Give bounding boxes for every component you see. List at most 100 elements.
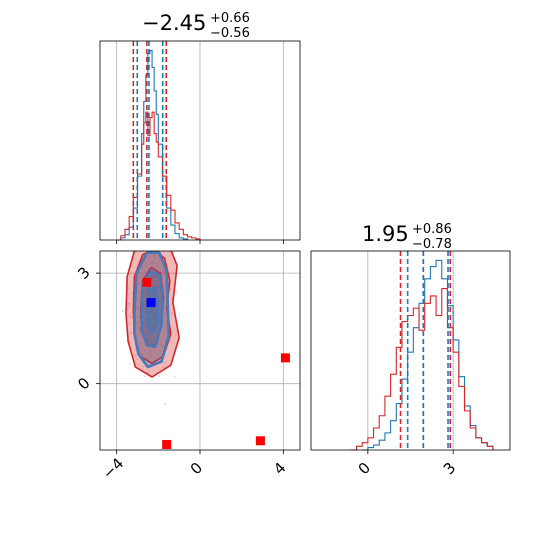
histogram-series_b — [350, 288, 494, 451]
sample-dot — [156, 249, 158, 251]
sample-dot — [152, 275, 155, 277]
sample-dot — [153, 266, 156, 269]
joint-y-tick-label-1: 3 — [74, 263, 93, 282]
sample-dot — [164, 362, 166, 364]
sample-dot — [137, 290, 139, 293]
sample-dot — [153, 257, 156, 259]
sample-dot — [171, 297, 173, 300]
sample-dot — [155, 302, 158, 305]
sample-dot — [151, 260, 154, 263]
sample-dot — [174, 376, 177, 378]
sample-dot — [144, 265, 147, 267]
sample-dot — [137, 282, 140, 285]
sample-dot — [154, 283, 156, 286]
contour-series_a-1 — [140, 270, 164, 349]
histogram-panel-param1-ticks — [116, 240, 284, 244]
sample-dot — [143, 307, 146, 309]
joint-y-tick-label-0: 0 — [74, 374, 93, 393]
sample-dot — [154, 320, 157, 322]
param2-title: 1.95 +0.86 −0.78 — [362, 222, 452, 252]
histogram-panel-param2-frame — [310, 250, 511, 451]
sample-dot — [149, 350, 152, 353]
sample-dot — [130, 332, 132, 334]
sample-dot — [146, 357, 149, 359]
histogram-panel-param2-background — [311, 251, 510, 450]
sample-dot — [147, 333, 150, 336]
sample-dot — [159, 343, 162, 345]
param1-title: −2.45 +0.66 −0.56 — [142, 11, 250, 41]
sample-dot — [141, 353, 144, 355]
sample-dot — [143, 375, 146, 377]
histogram-panel-param2-series — [350, 259, 494, 451]
marker-series_a-0 — [146, 298, 156, 308]
sample-dot — [137, 363, 139, 366]
sample-dot — [129, 363, 131, 365]
sample-dot — [144, 319, 147, 322]
sample-dot — [150, 323, 153, 326]
sample-dot — [171, 312, 173, 315]
joint-panel: −4 0 4 0 3 — [74, 249, 301, 483]
sample-dot — [138, 328, 141, 331]
sample-dot — [127, 305, 130, 308]
sample-dot — [150, 354, 153, 357]
param1-title-lower: −0.56 — [210, 26, 250, 41]
sample-dot — [150, 291, 153, 294]
joint-panel-points — [142, 277, 290, 449]
joint-x-tick-label-2: 4 — [270, 459, 289, 478]
sample-dot — [135, 323, 138, 326]
param2-title-upper: +0.86 — [412, 222, 452, 237]
sample-dot — [158, 259, 160, 262]
sample-dot — [121, 310, 124, 313]
sample-dot — [154, 317, 156, 319]
sample-dot — [128, 341, 131, 343]
sample-dot — [144, 311, 146, 314]
sample-dot — [153, 254, 156, 257]
sample-dot — [128, 323, 131, 325]
joint-panel-contours — [125, 251, 180, 378]
sample-dot — [150, 310, 153, 313]
sample-dot — [139, 275, 142, 278]
histogram-series_a — [362, 259, 494, 451]
sample-dot — [147, 347, 150, 350]
sample-dot — [162, 366, 165, 369]
sample-dot — [144, 317, 146, 320]
sample-dot — [145, 332, 148, 335]
sample-dot — [178, 312, 181, 315]
sample-dot — [129, 315, 131, 317]
sample-dot — [127, 302, 130, 305]
joint-x-tick-label-1: 0 — [187, 459, 206, 478]
sample-dot — [146, 371, 149, 374]
sample-dot — [144, 303, 147, 306]
sample-dot — [164, 402, 167, 405]
sample-dot — [137, 297, 140, 300]
sample-dot — [143, 313, 145, 316]
sample-dot — [138, 316, 141, 318]
sample-dot — [134, 354, 137, 357]
sample-dot — [142, 365, 145, 368]
sample-dot — [156, 264, 159, 266]
sample-dot — [155, 262, 157, 265]
sample-dot — [136, 299, 138, 302]
sample-dot — [130, 316, 133, 319]
sample-dot — [170, 288, 172, 290]
sample-dot — [165, 373, 168, 376]
sample-dot — [143, 329, 146, 332]
sample-dot — [174, 333, 177, 336]
sample-dot — [138, 321, 140, 324]
sample-dot — [145, 290, 148, 293]
sample-dot — [152, 296, 155, 299]
marker-series_b-1 — [162, 439, 172, 449]
sample-dot — [149, 262, 152, 265]
sample-dot — [152, 291, 155, 293]
sample-dot — [135, 307, 138, 309]
sample-dot — [158, 316, 161, 319]
sample-dot — [158, 375, 161, 378]
sample-dot — [145, 262, 148, 265]
joint-panel-grid — [100, 251, 300, 450]
sample-dot — [131, 291, 133, 294]
sample-dot — [128, 293, 131, 296]
sample-dot — [134, 348, 137, 351]
